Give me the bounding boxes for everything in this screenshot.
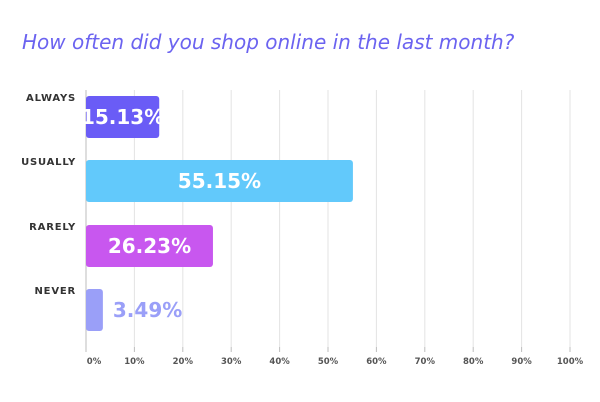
bar-rarely: [86, 225, 213, 267]
category-label: RARELY: [29, 222, 76, 233]
x-tick-label: 10%: [124, 357, 145, 367]
x-tick-label: 90%: [511, 357, 532, 367]
category-label: ALWAYS: [26, 93, 76, 104]
data-label-usually: 55.15%: [178, 169, 261, 193]
data-label-never: 3.49%: [113, 298, 182, 322]
category-label: NEVER: [35, 286, 76, 297]
x-tick-label: 70%: [415, 357, 436, 367]
data-label-rarely: 26.23%: [108, 234, 191, 258]
data-label-always: 15.13%: [81, 105, 164, 129]
x-tick-label: 60%: [366, 357, 387, 367]
x-tick-label: 40%: [269, 357, 290, 367]
x-tick-label: 30%: [221, 357, 242, 367]
category-label: USUALLY: [21, 157, 76, 168]
bar-always: [86, 96, 160, 138]
x-tick-label: 100%: [557, 357, 584, 367]
x-tick-label: 80%: [463, 357, 484, 367]
bar-usually: [86, 160, 353, 202]
x-tick-label: 50%: [318, 357, 339, 367]
bar-never: [86, 289, 103, 331]
x-tick-label: 0%: [87, 357, 102, 367]
chart-title: How often did you shop online in the las…: [22, 30, 515, 54]
x-tick-label: 20%: [173, 357, 194, 367]
